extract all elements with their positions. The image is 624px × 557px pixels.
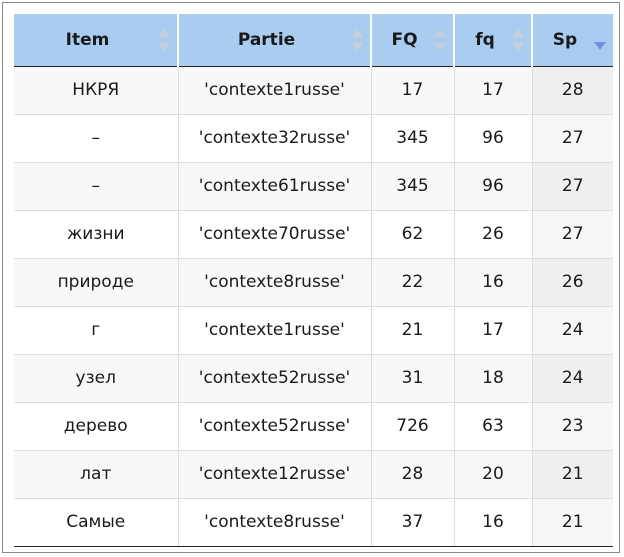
table-row[interactable]: –'contexte32russe' 345 96 27 [14, 114, 613, 163]
table-body: НКРЯ'contexte1russe' 17 17 28–'contexte32ru… [14, 66, 613, 547]
cell-item: Самые [14, 498, 179, 547]
cell-fq: 26 [454, 210, 533, 259]
cell-partie: 'contexte1russe' [178, 66, 372, 115]
table-row[interactable]: жизни'contexte70russe' 62 26 27 [14, 210, 613, 259]
cell-partie: 'contexte1russe' [178, 306, 372, 355]
cell-sp: 27 [532, 210, 613, 259]
cell-item: природе [14, 258, 179, 307]
cell-FQ: 31 [371, 354, 455, 403]
header-row: Item Partie FQ fq Sp [14, 14, 613, 67]
sort-both-icon [434, 28, 446, 52]
sort-both-icon [512, 28, 524, 52]
cell-FQ: 345 [371, 162, 455, 211]
cell-fq: 96 [454, 162, 533, 211]
cell-FQ: 726 [371, 402, 455, 451]
column-header-label: FQ [391, 29, 418, 50]
cell-item: – [14, 114, 179, 163]
column-header-item[interactable]: Item [14, 14, 179, 67]
column-header-partie[interactable]: Partie [178, 14, 372, 67]
cell-sp: 28 [532, 66, 613, 115]
cell-partie: 'contexte52russe' [178, 354, 372, 403]
column-header-label: Item [65, 29, 110, 50]
column-header-label: Sp [552, 29, 578, 50]
cell-item: г [14, 306, 179, 355]
column-header-FQ[interactable]: FQ [371, 14, 455, 67]
sort-both-icon [158, 28, 170, 52]
column-header-label: Partie [237, 29, 296, 50]
cell-fq: 96 [454, 114, 533, 163]
table-row[interactable]: дерево'contexte52russe' 726 63 23 [14, 402, 613, 451]
cell-sp: 21 [532, 450, 613, 499]
table-row[interactable]: –'contexte61russe' 345 96 27 [14, 162, 613, 211]
cell-FQ: 345 [371, 114, 455, 163]
cell-fq: 16 [454, 258, 533, 307]
table-row[interactable]: лат'contexte12russe' 28 20 21 [14, 450, 613, 499]
cell-item: – [14, 162, 179, 211]
table-row[interactable]: Самые'contexte8russe' 37 16 21 [14, 498, 613, 547]
cell-partie: 'contexte8russe' [178, 258, 372, 307]
cell-FQ: 28 [371, 450, 455, 499]
results-table: Item Partie FQ fq Sp [14, 14, 613, 547]
cell-sp: 24 [532, 354, 613, 403]
cell-fq: 63 [454, 402, 533, 451]
table-row[interactable]: узел'contexte52russe' 31 18 24 [14, 354, 613, 403]
cell-item: лат [14, 450, 179, 499]
cell-fq: 16 [454, 498, 533, 547]
cell-FQ: 62 [371, 210, 455, 259]
cell-sp: 27 [532, 162, 613, 211]
cell-item: жизни [14, 210, 179, 259]
cell-fq: 18 [454, 354, 533, 403]
cell-fq: 17 [454, 66, 533, 115]
cell-item: узел [14, 354, 179, 403]
cell-fq: 20 [454, 450, 533, 499]
cell-FQ: 22 [371, 258, 455, 307]
cell-FQ: 37 [371, 498, 455, 547]
cell-item: НКРЯ [14, 66, 179, 115]
cell-partie: 'contexte12russe' [178, 450, 372, 499]
cell-partie: 'contexte8russe' [178, 498, 372, 547]
cell-sp: 23 [532, 402, 613, 451]
cell-FQ: 21 [371, 306, 455, 355]
cell-partie: 'contexte32russe' [178, 114, 372, 163]
cell-FQ: 17 [371, 66, 455, 115]
cell-fq: 17 [454, 306, 533, 355]
table-row[interactable]: природе'contexte8russe' 22 16 26 [14, 258, 613, 307]
sort-descending-icon [594, 28, 606, 52]
cell-sp: 27 [532, 114, 613, 163]
table-row[interactable]: НКРЯ'contexte1russe' 17 17 28 [14, 66, 613, 115]
cell-partie: 'contexte52russe' [178, 402, 372, 451]
cell-partie: 'contexte61russe' [178, 162, 372, 211]
cell-sp: 26 [532, 258, 613, 307]
sort-both-icon [351, 28, 363, 52]
table-frame: Item Partie FQ fq Sp [2, 2, 620, 553]
table-row[interactable]: г'contexte1russe' 21 17 24 [14, 306, 613, 355]
column-header-fq[interactable]: fq [454, 14, 533, 67]
cell-sp: 21 [532, 498, 613, 547]
cell-sp: 24 [532, 306, 613, 355]
column-header-label: fq [475, 29, 495, 50]
column-header-sp[interactable]: Sp [532, 14, 613, 67]
table-header: Item Partie FQ fq Sp [14, 14, 613, 67]
cell-partie: 'contexte70russe' [178, 210, 372, 259]
cell-item: дерево [14, 402, 179, 451]
